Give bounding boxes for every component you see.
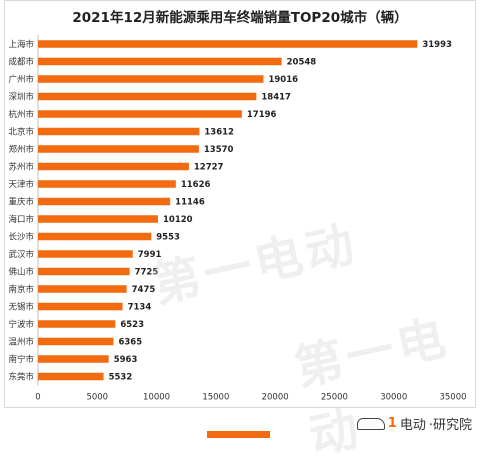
bar (38, 162, 189, 171)
category-label: 武汉市 (8, 249, 34, 260)
data-label: 13570 (204, 145, 234, 155)
data-label: 31993 (422, 40, 452, 50)
bar (38, 285, 127, 293)
category-label: 郑州市 (8, 144, 34, 155)
logo-text: 电动 (399, 418, 426, 433)
data-label: 7134 (128, 303, 152, 313)
x-tick-label: 5000 (86, 393, 108, 403)
bar-chart: 上海市 31993 成都市 20548 广州市 19016 深圳市 18417 杭州市 17196… (8, 35, 467, 403)
logo-mark: 1 (387, 416, 397, 431)
data-label: 18417 (261, 93, 291, 103)
category-label: 重庆市 (8, 197, 34, 208)
logo-suffix: ·研究院 (428, 418, 472, 433)
category-label: 成都市 (8, 57, 34, 68)
data-label: 20548 (287, 58, 317, 68)
category-label: 上海市 (8, 39, 34, 50)
x-tick-label: 30000 (380, 393, 407, 403)
data-label: 6365 (118, 338, 142, 348)
bar (38, 267, 130, 276)
category-label: 南京市 (8, 284, 34, 295)
data-label: 19016 (268, 75, 298, 85)
bar (38, 320, 116, 328)
bar (38, 302, 123, 311)
footer-logo: 1 电动 ·研究院 (356, 414, 472, 433)
bar (38, 180, 176, 188)
data-label: 10120 (163, 215, 193, 225)
bar (38, 197, 171, 206)
bar (38, 337, 114, 346)
category-label: 北京市 (8, 127, 34, 138)
x-tick-label: 25000 (321, 393, 348, 403)
category-label: 宁波市 (8, 319, 34, 330)
data-label: 7725 (135, 268, 159, 278)
data-label: 12727 (194, 163, 224, 173)
bottom-accent-bar (207, 431, 270, 438)
bar (38, 92, 257, 101)
category-label: 佛山市 (8, 267, 34, 278)
category-label: 温州市 (8, 337, 34, 348)
category-label: 长沙市 (8, 232, 34, 243)
bar (38, 110, 242, 118)
x-tick-label: 10000 (143, 393, 170, 403)
bar (38, 215, 158, 223)
bar (38, 40, 418, 48)
data-label: 11626 (181, 180, 211, 190)
category-label: 深圳市 (8, 92, 34, 103)
x-tick-label: 20000 (262, 393, 289, 403)
category-label: 东莞市 (8, 372, 34, 383)
data-label: 7475 (132, 285, 156, 295)
data-label: 6523 (120, 320, 144, 330)
chart-title: 2021年12月新能源乘用车终端销量TOP20城市（辆） (72, 10, 408, 26)
data-label: 5963 (114, 355, 138, 365)
chart-frame (4, 0, 476, 408)
category-label: 无锡市 (8, 302, 34, 313)
category-label: 南宁市 (8, 354, 34, 365)
category-label: 海口市 (8, 214, 34, 225)
x-tick-label: 35000 (439, 393, 466, 403)
category-label: 广州市 (8, 74, 34, 85)
data-label: 9553 (156, 233, 180, 243)
bar (38, 250, 133, 258)
bar (38, 232, 152, 241)
bar (38, 57, 282, 66)
category-label: 苏州市 (8, 162, 34, 173)
bar (38, 127, 200, 136)
category-label: 杭州市 (8, 109, 34, 120)
data-label: 11146 (175, 198, 205, 208)
x-tick-label: 0 (35, 393, 40, 403)
bar (38, 372, 104, 381)
bar (38, 145, 199, 153)
bar (38, 355, 109, 363)
data-label: 17196 (247, 110, 277, 120)
bar (38, 75, 264, 83)
data-label: 13612 (204, 128, 234, 138)
x-tick-label: 15000 (202, 393, 229, 403)
category-label: 天津市 (8, 179, 34, 190)
data-label: 7991 (138, 250, 162, 260)
data-label: 5532 (109, 373, 133, 383)
car-logo-icon (356, 417, 385, 430)
